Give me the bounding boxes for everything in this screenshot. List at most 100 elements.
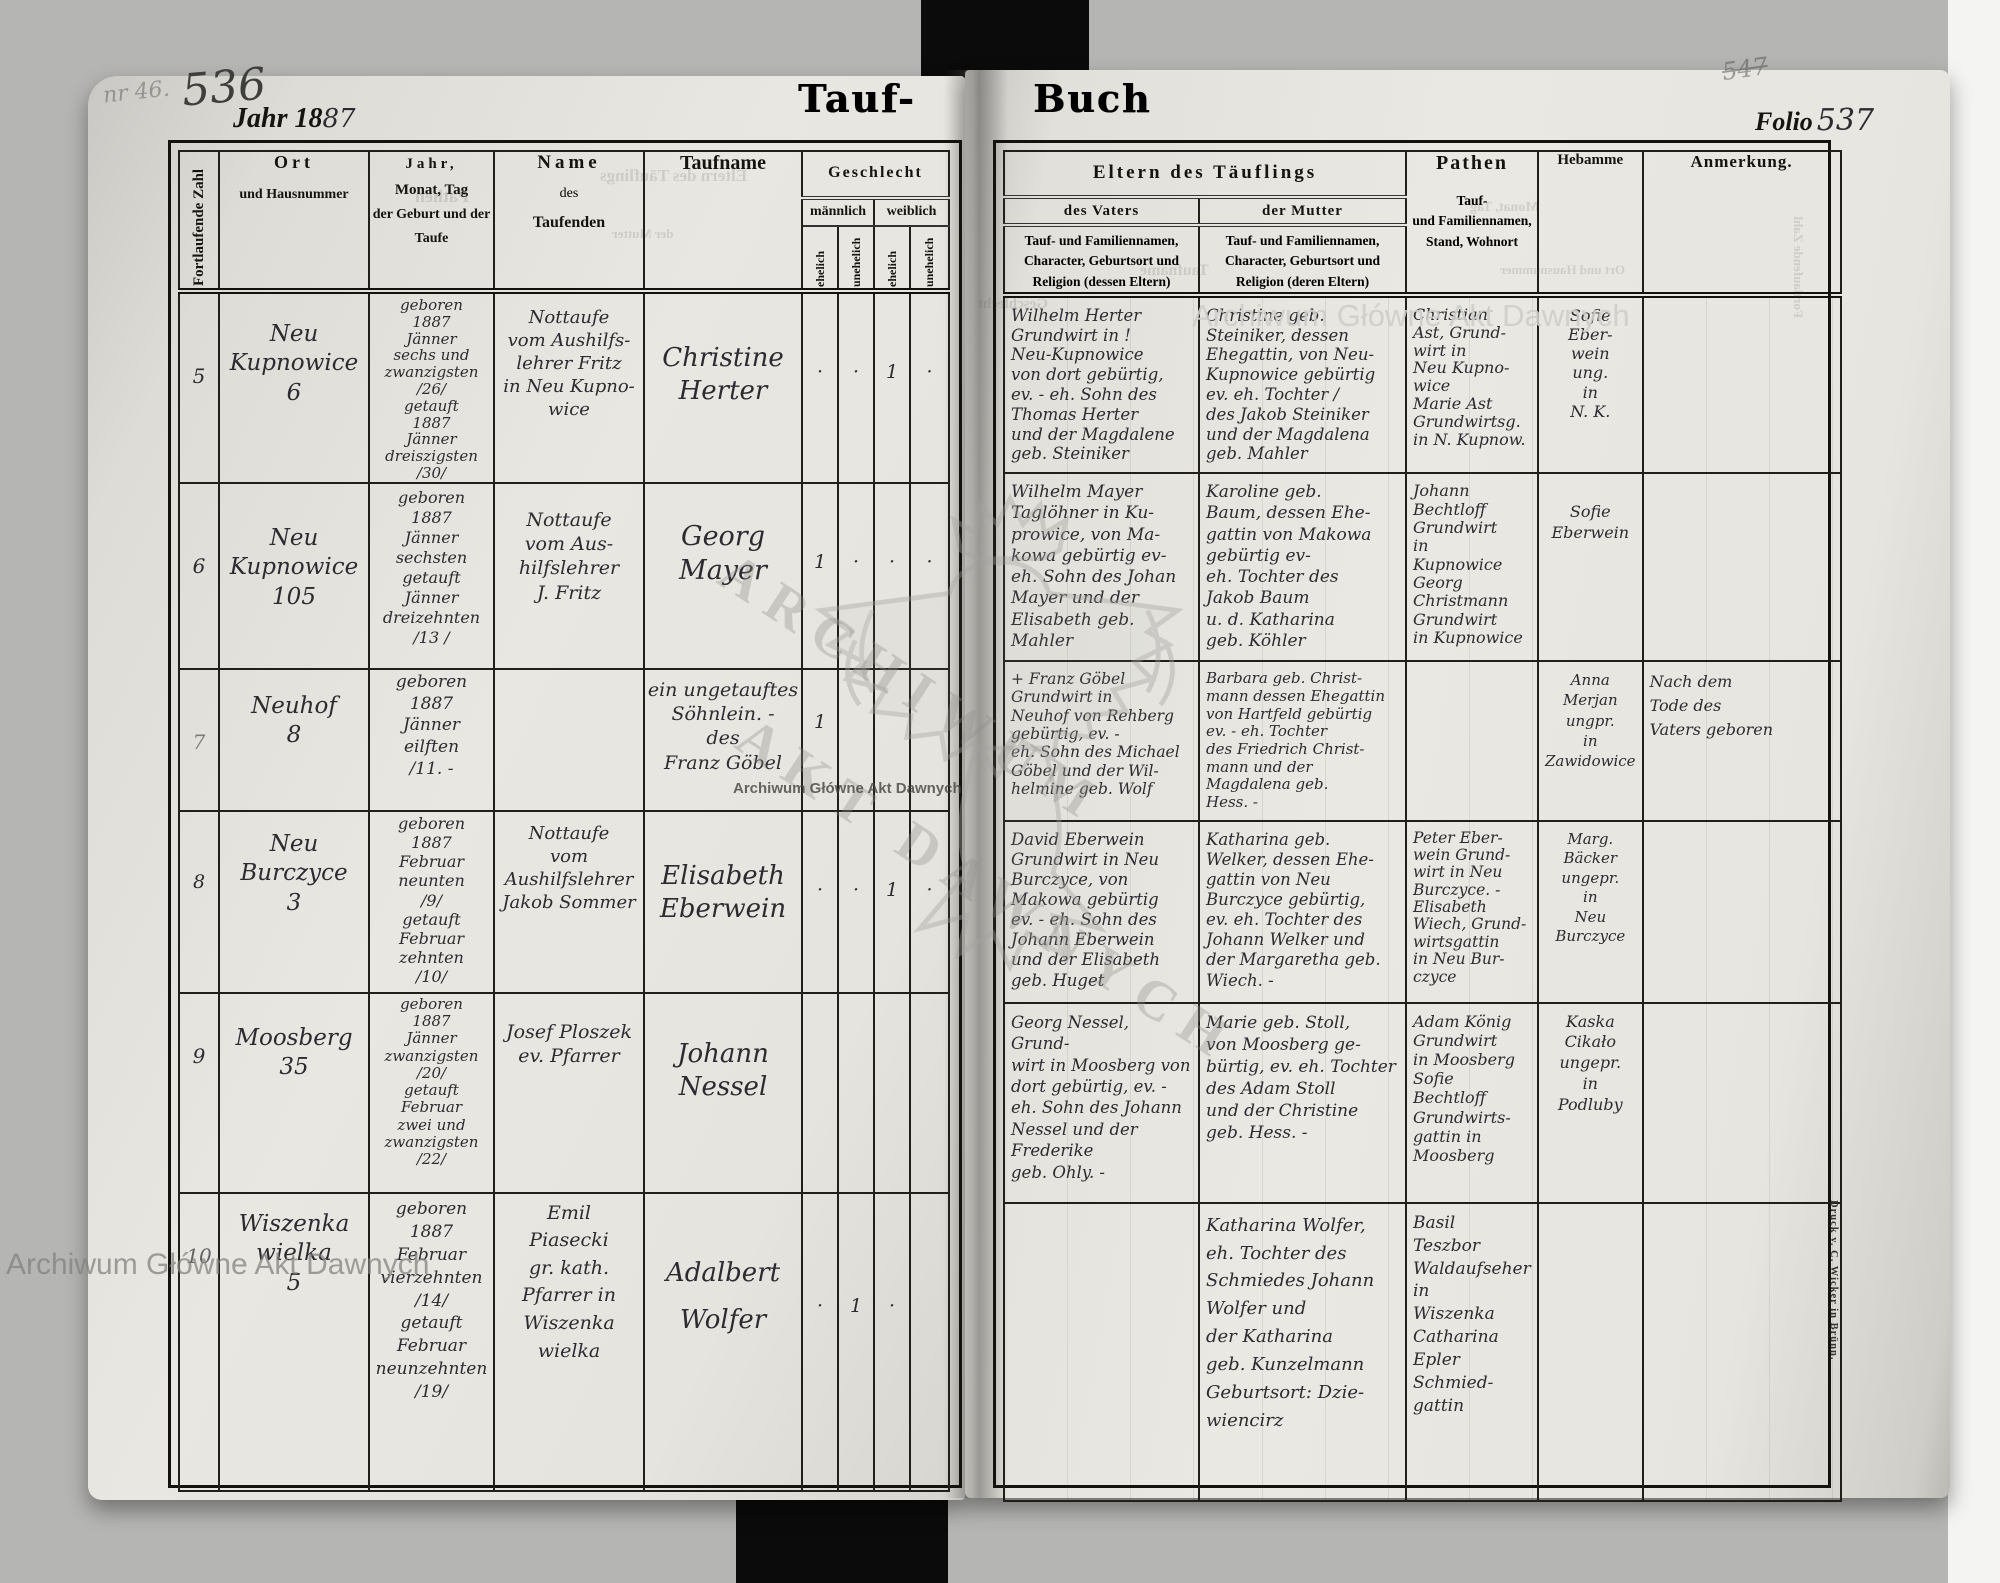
header-geschlecht: Geschlecht (801, 150, 950, 200)
header-m-ehelich: ehelich (801, 226, 839, 292)
taufname-entry: ein ungetauftes Söhnlein. - des Franz Gö… (647, 678, 799, 774)
mutter-entry: Karoline geb. Baum, dessen Ehe- gattin v… (1206, 482, 1372, 651)
vater-entry (1006, 1205, 1197, 1220)
header-pathen: Pathen Tauf- und Familiennamen, Stand, W… (1405, 150, 1539, 296)
geschlecht-mark: 1 (849, 1294, 863, 1317)
row-number: 6 (192, 553, 206, 578)
taufender-entry: Nottaufe vom Aushilfs- lehrer Fritz in N… (503, 307, 635, 421)
pathen-entry: Basil Teszbor Waldaufseher in Wiszenka C… (1413, 1212, 1531, 1417)
geschlecht-mark: · (926, 550, 933, 573)
pathen-entry: Christian Ast, Grund- wirt in Neu Kupno-… (1413, 304, 1526, 450)
taufender-entry: Nottaufe vom Aushilfslehrer Jakob Sommer (502, 822, 636, 913)
year-label: Jahr 18 (233, 103, 323, 134)
taufender-entry: Nottaufe vom Aus- hilfslehrer J. Fritz (518, 508, 620, 604)
scanner-edge (1948, 0, 2000, 1583)
ghost-fortlaufende-zahl: Fortlaufende Zahl (1791, 216, 1806, 318)
geschlecht-mark: 1 (885, 361, 899, 383)
geschlecht-mark: · (852, 550, 860, 573)
header-mutter-desc: Tauf- und Familiennamen, Character, Gebu… (1198, 225, 1407, 296)
taufname-entry: Christine Herter (662, 343, 784, 407)
row-number: 8 (192, 870, 206, 893)
pathen-entry: Adam König Grundwirt in Moosberg Sofie B… (1413, 1011, 1515, 1165)
taufname-entry: Johann Nessel (677, 1038, 769, 1103)
geschlecht-mark: 1 (813, 710, 827, 733)
right-register-table: Eltern des Täuflings Pathen Tauf- und Fa… (1003, 150, 1842, 1502)
datum-entry: geboren 1887 Februar neunten /9/ getauft… (397, 813, 465, 987)
hebamme-entry: Sofie Eber- wein ung. in N. K. (1568, 305, 1613, 421)
hebamme-entry: Sofie Eberwein (1551, 502, 1630, 542)
header-maennlich: männlich (801, 197, 875, 228)
printer-note: Druck v. C. Wicker in Brünn. (1828, 1200, 1839, 1361)
geschlecht-mark: · (816, 361, 824, 383)
header-taufname: Taufname (643, 150, 803, 292)
row-10-left: 10 Wiszenka wielka 5 geboren 1887 Februa… (178, 1191, 950, 1492)
header-anmerkung: Anmerkung. (1641, 150, 1842, 296)
mutter-entry: Katharina Wolfer, eh. Tochter des Schmie… (1206, 1214, 1375, 1431)
ort-entry: Neuhof 8 (251, 692, 337, 749)
geschlecht-mark: · (926, 361, 933, 383)
title-tauf: Tauf- (798, 76, 916, 121)
row-5-right: Wilhelm Herter Grundwirt in ! Neu-Kupnow… (1003, 291, 1842, 475)
header-vater-desc: Tauf- und Familiennamen, Character, Gebu… (1003, 225, 1200, 296)
row-7-right: + Franz Göbel Grundwirt in Neuhof von Re… (1003, 660, 1842, 822)
year-handwritten: 87 (322, 104, 356, 134)
header-des-vaters: des Vaters (1003, 197, 1200, 227)
geschlecht-mark: · (816, 1294, 824, 1317)
ghost-mutter: der Mutter (612, 226, 674, 241)
row-7-left: 7 Neuhof 8 geboren 1887 Jänner eilften /… (178, 667, 950, 812)
geschlecht-mark: · (926, 878, 933, 901)
pathen-entry: Johann Bechtloff Grundwirt in Kupnowice … (1413, 481, 1523, 648)
hebamme-entry: Kaska Cikało ungepr. in Podluby (1557, 1011, 1623, 1114)
anmerkung-entry (1645, 475, 1839, 490)
ghost-pathen: Pathen (415, 186, 469, 206)
geschlecht-mark (911, 1195, 947, 1294)
datum-entry: geboren 1887 Jänner zwanzigsten /20/ get… (384, 994, 479, 1169)
row-6-left: 6 Neu Kupnowice 105 geboren 1887 Jänner … (178, 481, 950, 670)
pathen-entry: Peter Eber- wein Grund- wirt in Neu Burc… (1413, 828, 1527, 986)
hebamme-entry: Anna Merjan ungpr. in Zawidowice (1545, 671, 1636, 771)
datum-entry: geboren 1887 Jänner eilften /11. - (395, 671, 468, 779)
header-geburt-taufe-datum: Jahr, Monat, Tag der Geburt und der Tauf… (368, 150, 495, 292)
folio-label: Folio (1755, 107, 1813, 136)
row-number: 10 (186, 1243, 212, 1268)
taufname-entry: Elisabeth Eberwein (659, 860, 787, 925)
ort-entry: Moosberg 35 (235, 1024, 353, 1081)
anmerkung-entry (1645, 823, 1839, 838)
vater-entry: Georg Nessel, Grund- wirt in Moosberg vo… (1011, 1012, 1191, 1182)
watermark-caption-center: Archiwum Główne Akt Dawnych (733, 780, 962, 797)
left-register-table: Fortlaufende Zahl Ort und Hausnummer Jah… (178, 150, 950, 1492)
taufname-entry: Adalbert Wolfer (665, 1257, 781, 1335)
row-number: 9 (192, 1043, 206, 1068)
book-binding-shadow (944, 70, 1008, 1498)
ghost-geschlecht: Geschlecht (978, 296, 1048, 312)
row-number: 7 (192, 729, 206, 754)
anmerkung-entry (1645, 301, 1839, 314)
header-w-ehelich: ehelich (873, 226, 911, 292)
vater-entry: Wilhelm Herter Grundwirt in ! Neu-Kupnow… (1011, 305, 1175, 464)
watermark-bottom-left: Archiwum Główne Akt Dawnych (6, 1248, 430, 1281)
ort-entry: Neu Burczyce 3 (240, 830, 348, 916)
geschlecht-mark: · (816, 878, 824, 901)
ort-entry: Wiszenka wielka 5 (238, 1210, 350, 1296)
row-9-left: 9 Moosberg 35 geboren 1887 Jänner zwanzi… (178, 991, 950, 1194)
geschlecht-mark: · (888, 550, 896, 573)
mutter-entry: Katharina geb. Welker, dessen Ehe- gatti… (1206, 829, 1381, 990)
header-ort: Ort und Hausnummer (218, 150, 370, 292)
hebamme-entry (1540, 1205, 1641, 1220)
taufname-entry: Georg Mayer (679, 520, 767, 587)
header-der-mutter: der Mutter (1198, 197, 1407, 227)
row-8-left: 8 Neu Burczyce 3 geboren 1887 Februar ne… (178, 809, 950, 994)
header-name-des-taufenden: Name des Taufenden (493, 150, 645, 292)
ghost-eltern: Eltern des Täuflings (600, 166, 748, 185)
row-number: 5 (192, 364, 206, 388)
hebamme-entry: Marg. Bäcker ungepr. in Neu Burczyce (1555, 829, 1626, 946)
binding-tab-top (921, 0, 1089, 78)
geschlecht-mark: · (852, 878, 860, 901)
header-eltern-des-taeuflings: Eltern des Täuflings (1003, 150, 1407, 199)
vater-entry: Wilhelm Mayer Taglöhner in Ku- prowice, … (1011, 482, 1177, 651)
anmerkung-entry (1645, 1205, 1839, 1220)
datum-entry: geboren 1887 Jänner sechsten getauft Jän… (382, 487, 481, 647)
vater-entry: David Eberwein Grundwirt in Neu Burczyce… (1011, 829, 1161, 990)
title-buch: Buch (1033, 76, 1152, 121)
mutter-entry: Marie geb. Stoll, von Moosberg ge- bürti… (1206, 1012, 1396, 1144)
